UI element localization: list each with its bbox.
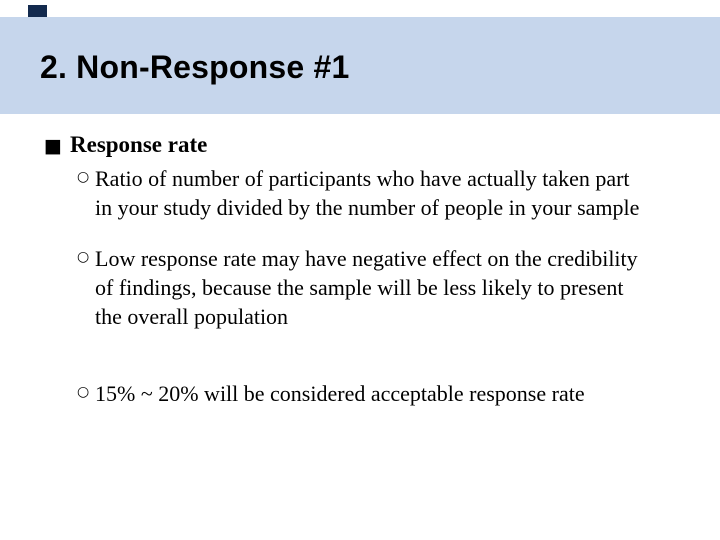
sub-bullet: ○ Ratio of number of participants who ha… bbox=[77, 164, 639, 222]
bullet-heading: ■ Response rate bbox=[44, 133, 207, 158]
title-band: 2. Non-Response #1 bbox=[0, 17, 720, 114]
sub-bullet-line: in your study divided by the number of p… bbox=[95, 195, 640, 220]
sub-bullet: ○ Low response rate may have negative ef… bbox=[77, 244, 638, 331]
sub-bullet-line: Low response rate may have negative effe… bbox=[95, 246, 638, 271]
circle-bullet-icon: ○ bbox=[77, 169, 90, 185]
circle-bullet-icon: ○ bbox=[77, 384, 90, 400]
sub-bullet-line: the overall population bbox=[95, 304, 289, 329]
sub-bullet-line: 15% ~ 20% will be considered acceptable … bbox=[95, 381, 585, 406]
sub-bullet-text: Low response rate may have negative effe… bbox=[95, 244, 638, 331]
sub-bullet-line: of findings, because the sample will be … bbox=[95, 275, 624, 300]
sub-bullet-text: 15% ~ 20% will be considered acceptable … bbox=[95, 379, 585, 408]
sub-bullet: ○ 15% ~ 20% will be considered acceptabl… bbox=[77, 379, 585, 408]
sub-bullet-line: Ratio of number of participants who have… bbox=[95, 166, 630, 191]
square-bullet-icon: ■ bbox=[44, 135, 62, 157]
slide-title: 2. Non-Response #1 bbox=[40, 49, 350, 85]
sub-bullet-text: Ratio of number of participants who have… bbox=[95, 164, 639, 222]
slide-body: ■ Response rate ○ Ratio of number of par… bbox=[0, 114, 720, 540]
circle-bullet-icon: ○ bbox=[77, 249, 90, 265]
corner-accent-bar bbox=[28, 5, 47, 18]
bullet-heading-label: Response rate bbox=[70, 132, 208, 157]
